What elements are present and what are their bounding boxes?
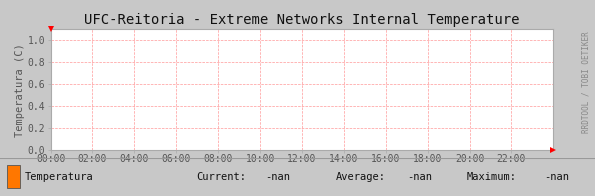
Text: Average:: Average: <box>336 172 386 182</box>
Text: -nan: -nan <box>544 172 569 182</box>
Text: Temperatura: Temperatura <box>25 172 94 182</box>
Title: UFC-Reitoria - Extreme Networks Internal Temperature: UFC-Reitoria - Extreme Networks Internal… <box>84 13 519 27</box>
Y-axis label: Temperatura (C): Temperatura (C) <box>15 43 24 137</box>
Text: RRDTOOL / TOBI OETIKER: RRDTOOL / TOBI OETIKER <box>582 31 591 133</box>
Text: Current:: Current: <box>196 172 246 182</box>
Text: -nan: -nan <box>265 172 290 182</box>
Text: -nan: -nan <box>408 172 433 182</box>
Bar <box>7 165 20 188</box>
Text: Maximum:: Maximum: <box>467 172 517 182</box>
